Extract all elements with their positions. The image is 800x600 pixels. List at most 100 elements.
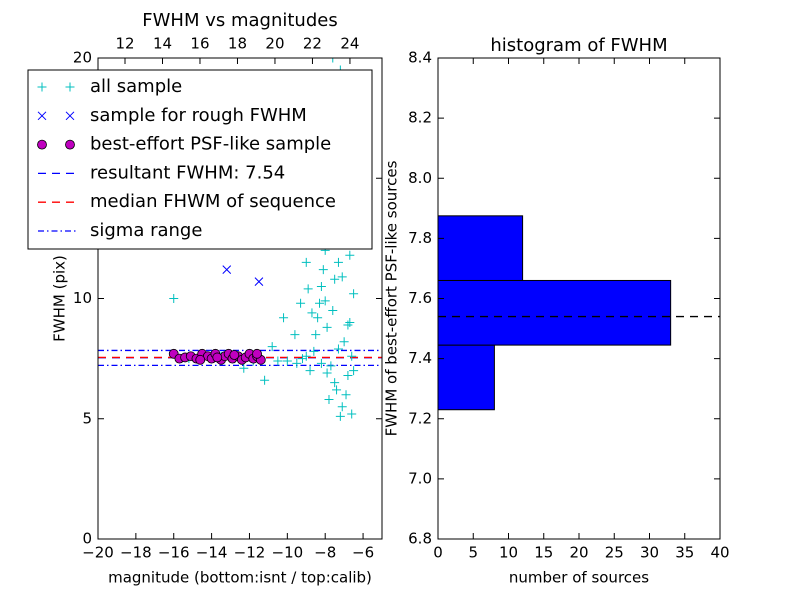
y-tick-label: 6.8 (408, 530, 432, 548)
x-tick-label: −12 (234, 544, 266, 562)
legend-marker (37, 139, 47, 150)
legend-label: sample for rough FWHM (90, 105, 307, 126)
point (309, 346, 319, 356)
x-tick-label: −20 (82, 544, 114, 562)
point (322, 368, 332, 378)
point (328, 306, 338, 316)
bar (438, 279, 672, 346)
y-tick-label: 7.6 (408, 289, 432, 307)
bar (438, 344, 495, 411)
point (347, 351, 357, 361)
legend-marker (65, 111, 75, 121)
legend-marker (37, 82, 47, 92)
point (315, 298, 325, 308)
y-tick-label: 5 (82, 409, 92, 427)
point (343, 370, 353, 380)
y-tick-label: 7.0 (408, 469, 432, 487)
x2-tick-label: 14 (153, 35, 172, 53)
point (290, 330, 300, 340)
legend-label: best-effort PSF-like sample (90, 134, 331, 155)
point (282, 356, 292, 366)
x2-tick-label: 20 (265, 35, 284, 53)
point (337, 272, 347, 282)
y-tick-label: 20 (73, 49, 92, 67)
x-tick-label: 20 (569, 544, 588, 562)
point (239, 363, 249, 373)
x2-tick-label: 22 (303, 35, 322, 53)
point (339, 337, 349, 347)
point (326, 361, 336, 371)
x-tick-label: 35 (675, 544, 694, 562)
point (343, 320, 353, 330)
point (229, 350, 240, 360)
point (328, 58, 338, 63)
point (301, 351, 311, 361)
x-tick-label: 0 (433, 544, 443, 562)
x-tick-label: 15 (534, 544, 553, 562)
point (313, 313, 323, 323)
bar (438, 215, 524, 281)
x-axis-label: magnitude (bottom:isnt / top:calib) (108, 569, 372, 587)
point (316, 358, 326, 368)
y-tick-label: 8.2 (408, 109, 432, 127)
point (296, 298, 306, 308)
point (212, 352, 223, 363)
legend-marker (65, 82, 75, 92)
point (335, 411, 345, 421)
point (307, 308, 317, 318)
point (260, 375, 270, 385)
x-tick-label: −14 (196, 544, 228, 562)
x-tick-label: −16 (158, 544, 190, 562)
point (169, 294, 179, 303)
point (320, 296, 330, 306)
point (301, 257, 311, 267)
x2-tick-label: 16 (190, 35, 209, 53)
x-tick-label: 40 (710, 544, 729, 562)
x-tick-label: −10 (272, 544, 304, 562)
x2-tick-label: 24 (340, 35, 359, 53)
legend-label: median FHWM of sequence (90, 191, 336, 212)
plot-area (438, 215, 720, 411)
point (303, 284, 313, 294)
legend-marker (37, 111, 47, 121)
point (330, 274, 340, 284)
point (254, 277, 264, 287)
legend-marker (65, 139, 75, 150)
point (305, 366, 315, 376)
y-tick-label: 7.4 (408, 349, 432, 367)
legend: all sample sample for rough FWHM best-effo… (27, 69, 373, 250)
legend-label: sigma range (90, 220, 202, 241)
x-tick-label: 30 (640, 544, 659, 562)
x-tick-label: −8 (314, 544, 336, 562)
y-tick-label: 0 (82, 530, 92, 548)
point (332, 385, 342, 395)
point (318, 265, 328, 275)
y-tick-label: 8.0 (408, 169, 432, 187)
point (349, 366, 359, 376)
point (347, 409, 357, 419)
x-axis-label: number of sources (509, 569, 649, 587)
x-tick-label: −6 (352, 544, 374, 562)
chart-title: FWHM vs magnitudes (142, 10, 337, 31)
x-tick-label: 5 (468, 544, 478, 562)
point (292, 358, 302, 368)
point (341, 390, 351, 400)
point (345, 318, 355, 328)
point (333, 257, 343, 267)
point (297, 354, 307, 364)
chart-title: histogram of FWHM (490, 35, 667, 56)
point (324, 395, 334, 405)
x2-tick-label: 18 (228, 35, 247, 53)
x-tick-label: −18 (120, 544, 152, 562)
point (330, 378, 340, 388)
point (333, 344, 343, 354)
x-tick-label: 25 (605, 544, 624, 562)
point (316, 281, 326, 291)
x2-tick-label: 12 (115, 35, 134, 53)
point (322, 322, 332, 332)
point (345, 250, 355, 260)
point (252, 348, 262, 359)
point (311, 330, 321, 340)
legend-box (27, 69, 373, 250)
